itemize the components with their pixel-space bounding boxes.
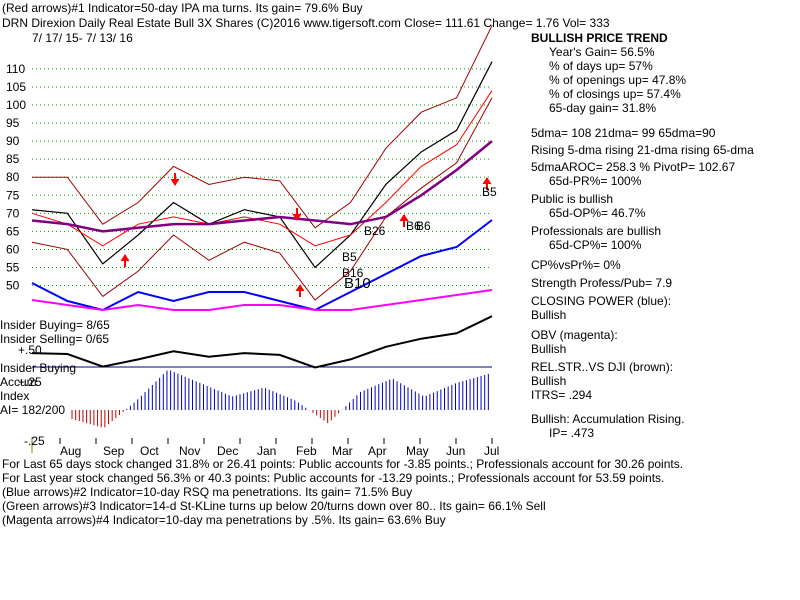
rp-line: CLOSING POWER (blue): bbox=[531, 294, 672, 308]
month-label: Oct bbox=[140, 444, 159, 458]
rp-line: 65d-CP%= 100% bbox=[549, 238, 642, 252]
y-tick-label: 80 bbox=[6, 170, 20, 184]
y-tick-label: 105 bbox=[6, 80, 26, 94]
rp-line: Year's Gain= 56.5% bbox=[549, 45, 655, 59]
y-tick-label: 70 bbox=[6, 206, 20, 220]
y-tick-label: 85 bbox=[6, 152, 20, 166]
signal-label: B6 bbox=[406, 219, 421, 233]
accum-label: Accum bbox=[0, 375, 37, 389]
y-tick-label: 110 bbox=[6, 62, 25, 76]
y-tick-label: 65 bbox=[6, 224, 20, 238]
signal-label: B26 bbox=[364, 224, 386, 238]
y-tick-label: 75 bbox=[6, 188, 20, 202]
month-label: Dec bbox=[217, 444, 239, 458]
month-label: Nov bbox=[179, 444, 201, 458]
ma21-line bbox=[31, 90, 493, 247]
rp-line: OBV (magenta): bbox=[531, 328, 618, 342]
accum-plus50-label: +.50 bbox=[18, 343, 42, 357]
x-axis-ticks bbox=[59, 438, 493, 444]
rp-line: Public is bullish bbox=[531, 192, 614, 206]
footer-line: (Magenta arrows)#4 Indicator=10-day ma p… bbox=[2, 513, 446, 527]
accum-plus25-label: +.25 bbox=[18, 375, 42, 389]
insider-line bbox=[31, 315, 493, 369]
footer-line: (Green arrows)#3 Indicator=14-d St-KLine… bbox=[2, 499, 546, 513]
rp-line: 5dma= 108 21dma= 99 65dma=90 bbox=[531, 126, 716, 140]
header-line-2: DRN Direxion Daily Real Estate Bull 3X S… bbox=[2, 16, 610, 30]
month-label: Aug bbox=[60, 444, 82, 458]
rp-line: Strength Profess/Pub= 7.9 bbox=[531, 276, 673, 290]
month-label: Sep bbox=[103, 444, 125, 458]
price-line bbox=[31, 61, 493, 269]
month-label: Jun bbox=[446, 444, 466, 458]
month-label: May bbox=[406, 444, 429, 458]
insider-buying-label-2: Insider Buying bbox=[0, 361, 77, 375]
month-label: Jul bbox=[484, 444, 500, 458]
month-label: Apr bbox=[368, 444, 387, 458]
signal-label: B16 bbox=[342, 266, 364, 280]
ma65-line bbox=[31, 140, 493, 233]
rp-line: 5dmaAROC= 258.3 % PivotP= 102.67 bbox=[531, 160, 736, 174]
y-tick-label: 60 bbox=[6, 242, 20, 256]
rp-line: 65d-PR%= 100% bbox=[549, 174, 642, 188]
header-line-1: (Red arrows)#1 Indicator=50-day IPA ma t… bbox=[2, 1, 363, 15]
rp-line: Rising 5-dma rising 21-dma rising 65-dma bbox=[531, 143, 754, 157]
signal-arrows bbox=[120, 173, 492, 297]
footer-line: For Last 65 days stock changed 31.8% or … bbox=[2, 457, 684, 471]
rp-line: Bullish: Accumulation Rising. bbox=[531, 412, 685, 426]
signal-label: B6 bbox=[416, 219, 431, 233]
y-tick-label: 50 bbox=[6, 279, 20, 293]
trend-title: BULLISH PRICE TREND bbox=[531, 31, 668, 45]
y-tick-label: 90 bbox=[6, 134, 20, 148]
index-label: Index bbox=[0, 389, 30, 403]
price-series bbox=[31, 61, 493, 369]
rp-line: % of closings up= 57.4% bbox=[549, 87, 681, 101]
upper-band bbox=[32, 25, 493, 229]
right-panel-lines: Year's Gain= 56.5% % of days up= 57% % o… bbox=[531, 45, 754, 440]
footer-line: For Last year stock changed 56.3% or 40.… bbox=[2, 471, 665, 485]
closing-power-line bbox=[31, 219, 493, 312]
rp-line: % of openings up= 47.8% bbox=[549, 73, 687, 87]
y-tick-label: 100 bbox=[6, 98, 26, 112]
rp-line: Bullish bbox=[531, 308, 567, 322]
rp-line: ITRS= .294 bbox=[531, 388, 593, 402]
rp-line: IP= .473 bbox=[549, 426, 595, 440]
insider-selling-label: Insider Selling= 0/65 bbox=[0, 332, 110, 346]
y-axis-ticks: 50 55 60 65 70 75 80 85 90 95 100 105 110 bbox=[6, 62, 26, 293]
signal-label: B10 bbox=[344, 275, 371, 292]
signal-label: B5 bbox=[482, 185, 497, 199]
rp-line: Bullish bbox=[531, 374, 567, 388]
ai-label: AI= 182/200 bbox=[0, 403, 66, 417]
y-tick-label: 95 bbox=[6, 116, 20, 130]
accum-minus25-label: -.25 bbox=[24, 434, 45, 448]
rp-line: 65d-OP%= 46.7% bbox=[549, 206, 646, 220]
accum-index-histogram bbox=[71, 370, 489, 428]
bollinger-bands bbox=[31, 25, 493, 301]
month-label: Mar bbox=[332, 444, 353, 458]
rp-line: CP%vsPr%= 0% bbox=[531, 258, 621, 272]
date-range: 7/ 17/ 15- 7/ 13/ 16 bbox=[32, 31, 133, 45]
obv-line bbox=[31, 289, 493, 312]
rp-line: Professionals are bullish bbox=[531, 224, 662, 238]
insider-buying-label: Insider Buying= 8/65 bbox=[0, 318, 110, 332]
rp-line: Bullish bbox=[531, 342, 567, 356]
footer-line: (Blue arrows)#2 Indicator=10-day RSQ ma … bbox=[2, 485, 413, 499]
rp-line: REL.STR..VS DJI (brown): bbox=[531, 360, 674, 374]
month-label: Jan bbox=[257, 444, 277, 458]
rp-line: 65-day gain= 31.8% bbox=[549, 101, 657, 115]
y-tick-label: 55 bbox=[6, 261, 20, 275]
lower-band bbox=[31, 97, 493, 301]
month-label: Feb bbox=[296, 444, 317, 458]
signal-label: B5 bbox=[342, 250, 357, 264]
rp-line: % of days up= 57% bbox=[549, 59, 653, 73]
